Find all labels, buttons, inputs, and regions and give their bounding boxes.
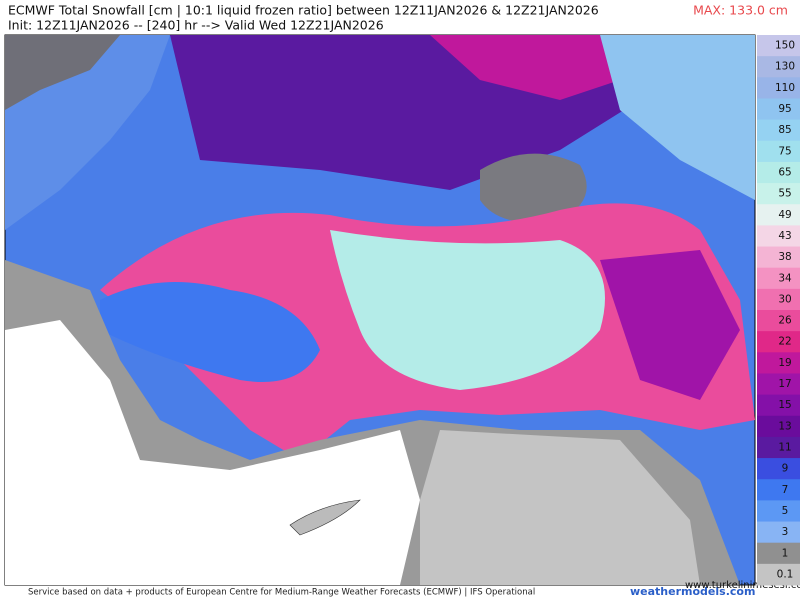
- subtitle: Init: 12Z11JAN2026 -- [240] hr --> Valid…: [8, 18, 384, 33]
- legend-swatch: [757, 331, 800, 353]
- legend-label: 95: [778, 103, 791, 115]
- legend-label: 150: [775, 40, 795, 52]
- legend-swatch: [757, 98, 800, 121]
- legend-label: 65: [778, 167, 791, 179]
- legend-swatch: [757, 458, 800, 480]
- legend-swatch: [757, 394, 800, 417]
- legend-swatch: [757, 204, 800, 226]
- legend-swatch: [757, 563, 800, 586]
- legend-label: 1: [782, 547, 789, 559]
- legend-swatch: [757, 436, 800, 459]
- legend-label: 15: [778, 399, 791, 411]
- legend-swatch: [757, 77, 800, 99]
- legend-label: 3: [782, 526, 789, 538]
- legend-label: 85: [778, 124, 791, 136]
- legend-label: 17: [778, 378, 791, 390]
- legend-swatch: [757, 140, 800, 163]
- legend-label: 34: [778, 272, 792, 284]
- snow-zone: [330, 230, 605, 390]
- legend-swatch: [757, 500, 800, 523]
- legend-swatch: [757, 225, 800, 248]
- legend-label: 110: [775, 82, 795, 94]
- legend-swatch: [757, 183, 800, 205]
- legend-label: 22: [778, 336, 791, 348]
- legend-swatch: [757, 288, 800, 311]
- legend-label: 38: [778, 251, 791, 263]
- legend-label: 11: [778, 442, 791, 454]
- legend-swatch: [757, 373, 800, 396]
- legend-label: 19: [778, 357, 791, 369]
- source-note: Service based on data + products of Euro…: [28, 588, 535, 598]
- legend-label: 130: [775, 61, 795, 73]
- legend-label: 55: [778, 188, 791, 200]
- legend-swatch: [757, 246, 800, 269]
- legend-label: 0.1: [777, 568, 794, 580]
- legend-label: 9: [782, 463, 789, 475]
- legend-swatch: [757, 479, 800, 501]
- watermark: www.turkelinimesesi.com: [685, 580, 800, 591]
- legend-label: 49: [778, 209, 791, 221]
- legend-label: 13: [778, 420, 791, 432]
- legend-label: 5: [782, 505, 789, 517]
- legend-label: 30: [778, 293, 791, 305]
- legend-swatch: [757, 352, 800, 374]
- map: [4, 34, 756, 586]
- snow-zone: [100, 282, 320, 382]
- sea-zone: [480, 153, 587, 223]
- legend-label: 75: [778, 145, 791, 157]
- legend-swatch: [757, 35, 800, 57]
- legend-swatch: [757, 415, 800, 438]
- legend-swatch: [757, 310, 800, 332]
- snow-zone: [5, 35, 120, 110]
- snow-zone: [600, 35, 755, 200]
- legend-swatch: [757, 119, 800, 142]
- max-value: MAX: 133.0 cm: [693, 3, 788, 18]
- legend-swatch: [757, 161, 800, 184]
- legend-swatch: [757, 542, 800, 565]
- legend-label: 43: [778, 230, 791, 242]
- title: ECMWF Total Snowfall [cm | 10:1 liquid f…: [8, 3, 599, 18]
- legend-swatch: [757, 267, 800, 290]
- island: [289, 499, 361, 536]
- snow-zone: [600, 250, 740, 400]
- legend-swatch: [757, 56, 800, 78]
- legend-label: 26: [778, 315, 792, 327]
- snow-zone: [430, 35, 620, 100]
- legend-swatch: [757, 521, 800, 544]
- legend-label: 7: [782, 484, 789, 496]
- site-label: weathermodels.com: [630, 585, 755, 598]
- land-zone: [420, 430, 700, 585]
